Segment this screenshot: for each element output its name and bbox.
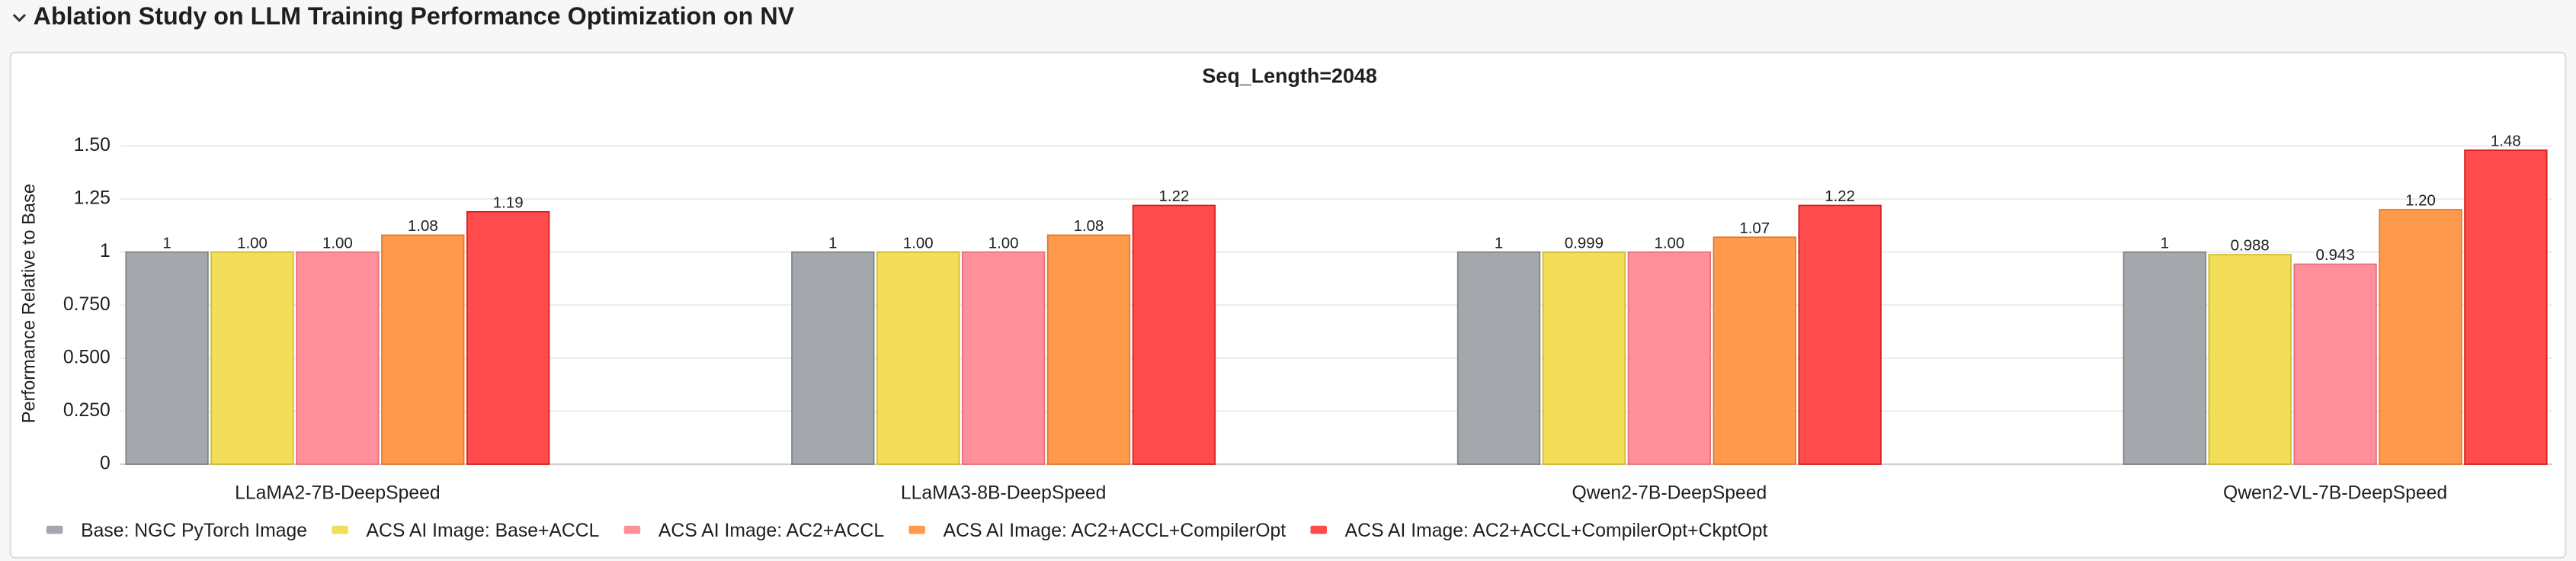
panel-title: Ablation Study on LLM Training Performan… xyxy=(34,2,795,30)
legend-label[interactable]: ACS AI Image: AC2+ACCL+CompilerOpt+CkptO… xyxy=(1345,521,1768,541)
bar xyxy=(791,251,875,465)
value-label: 1.08 xyxy=(1074,217,1104,235)
value-label: 1.48 xyxy=(2491,133,2521,150)
bar xyxy=(1713,236,1796,465)
bar xyxy=(876,251,960,465)
bar xyxy=(296,251,380,465)
bar xyxy=(125,251,209,465)
y-tick-label: 0.250 xyxy=(63,400,111,421)
bar xyxy=(210,251,294,465)
bar xyxy=(2123,251,2206,465)
legend-swatch xyxy=(1310,525,1327,534)
legend-label[interactable]: ACS AI Image: AC2+ACCL+CompilerOpt xyxy=(944,521,1286,541)
legend-label[interactable]: ACS AI Image: Base+ACCL xyxy=(366,521,599,541)
value-label: 1 xyxy=(828,234,837,252)
value-label: 1 xyxy=(162,234,171,252)
legend-label[interactable]: ACS AI Image: AC2+ACCL xyxy=(658,521,884,541)
bar xyxy=(2208,254,2292,465)
bar xyxy=(1627,251,1712,465)
value-label: 1.07 xyxy=(1739,220,1770,237)
bar xyxy=(1798,204,1882,465)
bar xyxy=(2464,149,2548,465)
y-tick-label: 1.25 xyxy=(74,188,111,209)
y-tick-label: 0.750 xyxy=(63,294,111,315)
y-axis-label: Performance Relative to Base xyxy=(20,184,40,423)
value-label: 1.20 xyxy=(2405,192,2436,210)
legend-label[interactable]: Base: NGC PyTorch Image xyxy=(81,521,307,541)
y-tick-label: 0 xyxy=(100,454,111,474)
y-tick-label: 1 xyxy=(100,241,111,261)
bar xyxy=(2379,209,2462,465)
bar xyxy=(2293,263,2377,465)
bar xyxy=(1456,251,1541,465)
bar xyxy=(1542,252,1626,465)
chart-subtitle: Seq_Length=2048 xyxy=(1202,64,1376,87)
value-label: 0.943 xyxy=(2316,246,2355,264)
value-label: 1.00 xyxy=(237,234,268,252)
x-tick-label: LLaMA2-7B-DeepSpeed xyxy=(235,482,441,503)
value-label: 1.08 xyxy=(408,217,438,235)
value-label: 1.19 xyxy=(493,194,524,211)
legend-swatch xyxy=(332,525,348,534)
bar xyxy=(466,210,550,465)
value-label: 1.00 xyxy=(903,234,934,252)
value-label: 1 xyxy=(2161,234,2169,252)
bar xyxy=(961,251,1046,465)
value-label: 1.00 xyxy=(1654,234,1684,252)
y-tick-label: 0.500 xyxy=(63,347,111,367)
value-label: 1.00 xyxy=(322,234,353,252)
bar xyxy=(1046,234,1131,465)
legend-swatch xyxy=(623,525,641,534)
collapse-chevron[interactable] xyxy=(12,14,26,23)
legend-swatch xyxy=(908,525,925,534)
bar xyxy=(1132,204,1216,465)
legend-swatch xyxy=(46,525,63,534)
value-label: 0.999 xyxy=(1565,235,1604,252)
bar xyxy=(381,234,465,465)
value-label: 1.00 xyxy=(988,234,1019,252)
value-label: 1 xyxy=(1495,234,1503,252)
value-label: 0.988 xyxy=(2231,237,2270,255)
x-tick-label: Qwen2-7B-DeepSpeed xyxy=(1572,482,1767,503)
y-tick-label: 1.50 xyxy=(74,135,111,155)
value-label: 1.22 xyxy=(1159,188,1190,205)
x-tick-label: LLaMA3-8B-DeepSpeed xyxy=(901,482,1107,503)
x-tick-label: Qwen2-VL-7B-DeepSpeed xyxy=(2223,482,2447,503)
value-label: 1.22 xyxy=(1825,188,1855,205)
